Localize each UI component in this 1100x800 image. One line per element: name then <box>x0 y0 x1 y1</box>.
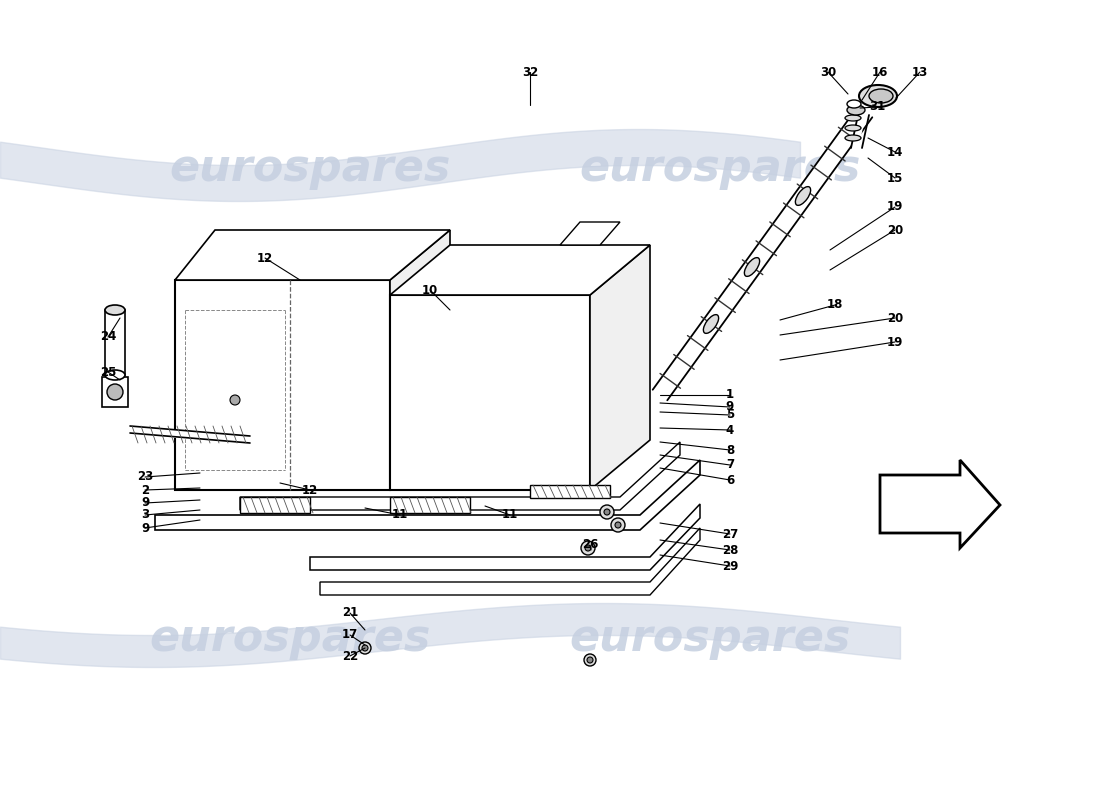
Polygon shape <box>652 106 872 400</box>
Text: 9: 9 <box>726 401 734 414</box>
Circle shape <box>581 541 595 555</box>
Polygon shape <box>390 497 470 513</box>
Bar <box>104 310 125 375</box>
Circle shape <box>584 654 596 666</box>
Circle shape <box>107 384 123 400</box>
Ellipse shape <box>869 89 893 103</box>
Text: 12: 12 <box>257 251 273 265</box>
Text: 12: 12 <box>301 483 318 497</box>
Text: 27: 27 <box>722 527 738 541</box>
Text: 14: 14 <box>887 146 903 158</box>
Text: 3: 3 <box>141 509 150 522</box>
Text: 29: 29 <box>722 559 738 573</box>
Polygon shape <box>590 245 650 490</box>
Ellipse shape <box>845 115 861 121</box>
Text: 19: 19 <box>887 335 903 349</box>
Text: 4: 4 <box>726 423 734 437</box>
Polygon shape <box>175 230 450 280</box>
Circle shape <box>230 395 240 405</box>
Circle shape <box>610 518 625 532</box>
Text: 9: 9 <box>141 522 150 534</box>
Circle shape <box>359 642 371 654</box>
Text: 11: 11 <box>502 509 518 522</box>
Ellipse shape <box>847 100 861 108</box>
Text: eurospares: eurospares <box>570 617 850 659</box>
Polygon shape <box>560 222 620 245</box>
Text: 20: 20 <box>887 311 903 325</box>
Text: 26: 26 <box>582 538 598 551</box>
Ellipse shape <box>845 135 861 141</box>
Ellipse shape <box>104 305 125 315</box>
Ellipse shape <box>703 314 718 334</box>
Circle shape <box>362 645 369 651</box>
Circle shape <box>587 657 593 663</box>
Polygon shape <box>310 504 700 570</box>
Text: 8: 8 <box>726 443 734 457</box>
Text: 13: 13 <box>912 66 928 78</box>
Text: 15: 15 <box>887 171 903 185</box>
Text: 31: 31 <box>869 101 886 114</box>
Text: eurospares: eurospares <box>150 617 431 659</box>
Polygon shape <box>155 460 700 530</box>
Polygon shape <box>880 460 1000 548</box>
Text: 16: 16 <box>872 66 888 78</box>
Text: 11: 11 <box>392 509 408 522</box>
Polygon shape <box>530 485 610 498</box>
Circle shape <box>600 505 614 519</box>
Text: 25: 25 <box>100 366 117 378</box>
Text: 9: 9 <box>141 497 150 510</box>
Polygon shape <box>390 230 450 490</box>
Polygon shape <box>240 442 680 510</box>
Text: 22: 22 <box>342 650 359 662</box>
Text: 7: 7 <box>726 458 734 471</box>
Text: 21: 21 <box>342 606 359 619</box>
Text: 19: 19 <box>887 201 903 214</box>
Polygon shape <box>240 497 310 513</box>
Ellipse shape <box>859 85 896 107</box>
Text: 18: 18 <box>827 298 844 311</box>
Ellipse shape <box>745 258 760 276</box>
Ellipse shape <box>795 186 811 206</box>
Text: 30: 30 <box>820 66 836 78</box>
Polygon shape <box>320 528 700 595</box>
Circle shape <box>604 509 611 515</box>
Text: 17: 17 <box>342 629 359 642</box>
Circle shape <box>615 522 622 528</box>
Polygon shape <box>175 280 390 490</box>
Text: 24: 24 <box>100 330 117 343</box>
Circle shape <box>585 545 591 551</box>
Text: eurospares: eurospares <box>580 146 860 190</box>
Ellipse shape <box>104 370 125 380</box>
Text: 23: 23 <box>136 470 153 483</box>
Text: 1: 1 <box>726 389 734 402</box>
Polygon shape <box>390 295 590 490</box>
Text: 20: 20 <box>887 223 903 237</box>
Polygon shape <box>390 245 650 295</box>
Text: 32: 32 <box>521 66 538 78</box>
Text: 6: 6 <box>726 474 734 486</box>
Bar <box>102 377 128 407</box>
Text: 5: 5 <box>726 409 734 422</box>
Text: eurospares: eurospares <box>169 146 451 190</box>
Text: 28: 28 <box>722 543 738 557</box>
Ellipse shape <box>845 125 861 131</box>
Text: 10: 10 <box>422 283 438 297</box>
Ellipse shape <box>847 105 865 115</box>
Text: 2: 2 <box>141 483 150 497</box>
